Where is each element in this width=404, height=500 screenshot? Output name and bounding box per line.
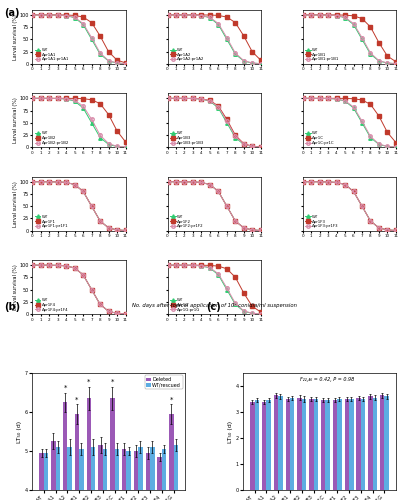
Bar	[314, 399, 318, 490]
Bar	[86, 398, 91, 500]
Bar	[75, 414, 79, 500]
Bar	[138, 447, 143, 500]
Bar	[158, 457, 162, 500]
Text: *: *	[87, 378, 90, 384]
Legend: WT, Δpr1A2, Δpr1A2:pr1A2: WT, Δpr1A2, Δpr1A2:pr1A2	[169, 48, 204, 62]
Bar	[302, 399, 306, 490]
Bar	[122, 449, 126, 500]
Bar	[115, 449, 119, 500]
Bar	[51, 442, 56, 500]
Y-axis label: Larval survival (%): Larval survival (%)	[13, 14, 18, 60]
Text: (a): (a)	[4, 8, 19, 18]
Bar	[372, 398, 377, 490]
Bar	[385, 396, 389, 490]
Y-axis label: LT₅₀ (d): LT₅₀ (d)	[17, 420, 22, 442]
Bar	[278, 396, 283, 490]
Legend: Deleted, WT/rescued: Deleted, WT/rescued	[145, 376, 183, 390]
Legend: WT, Δpr1F1, Δpr1F1:pr1F1: WT, Δpr1F1, Δpr1F1:pr1F1	[34, 214, 69, 228]
Bar	[380, 395, 385, 490]
Bar	[145, 453, 150, 500]
Bar	[326, 400, 330, 490]
Bar	[56, 447, 60, 500]
Bar	[110, 398, 115, 500]
Bar	[250, 402, 255, 490]
Bar	[333, 400, 337, 490]
Legend: WT, Δpr1F2, Δpr1F2:pr1F2: WT, Δpr1F2, Δpr1F2:pr1F2	[169, 214, 204, 228]
Bar	[368, 396, 372, 490]
Bar	[255, 400, 259, 490]
Text: (b): (b)	[4, 302, 20, 312]
Bar	[63, 402, 67, 500]
Text: *: *	[111, 378, 114, 384]
Bar	[79, 449, 84, 500]
Y-axis label: Larval survival (%): Larval survival (%)	[13, 181, 18, 226]
Bar	[309, 399, 314, 490]
Bar	[337, 399, 342, 490]
Bar	[98, 445, 103, 500]
Text: *: *	[170, 396, 173, 402]
Y-axis label: Larval survival (%): Larval survival (%)	[13, 264, 18, 310]
Legend: WT, Δpr1B2, Δpr1B2:pr1B2: WT, Δpr1B2, Δpr1B2:pr1B2	[34, 131, 69, 146]
Text: *: *	[63, 384, 67, 390]
Bar	[67, 447, 72, 500]
Legend: WT, Δpr1B3, Δpr1B3:pr1B3: WT, Δpr1B3, Δpr1B3:pr1B3	[169, 131, 204, 146]
Legend: WT, Δpr1G, Δpr1G:pr1G: WT, Δpr1G, Δpr1G:pr1G	[169, 298, 201, 312]
Bar	[297, 398, 302, 490]
Bar	[162, 449, 166, 500]
Bar	[169, 414, 174, 500]
Bar	[103, 449, 107, 500]
Text: *: *	[75, 396, 79, 402]
Bar	[290, 398, 295, 490]
Bar	[39, 453, 44, 500]
Text: No. days after topical application of 10⁷ conidia/ml suspension: No. days after topical application of 10…	[132, 302, 297, 308]
Text: F₂₂,₄₆ = 0.42, P = 0.98: F₂₂,₄₆ = 0.42, P = 0.98	[300, 376, 354, 382]
Y-axis label: Larval survival (%): Larval survival (%)	[13, 98, 18, 143]
Bar	[126, 451, 131, 500]
Bar	[91, 447, 95, 500]
Bar	[262, 402, 266, 490]
Legend: WT, Δpr1C, Δpr1C:pr1C: WT, Δpr1C, Δpr1C:pr1C	[305, 131, 335, 146]
Legend: WT, Δpr1F4, Δpr1F4:pr1F4: WT, Δpr1F4, Δpr1F4:pr1F4	[34, 298, 69, 312]
Bar	[286, 399, 290, 490]
Legend: WT, Δpr1F3, Δpr1F3:pr1F3: WT, Δpr1F3, Δpr1F3:pr1F3	[305, 214, 339, 228]
Legend: WT, Δpr1A1, Δpr1A1:pr1A1: WT, Δpr1A1, Δpr1A1:pr1A1	[34, 48, 69, 62]
Bar	[134, 451, 138, 500]
Bar	[174, 445, 178, 500]
Text: (c): (c)	[206, 302, 221, 312]
Legend: WT, Δpr1B1, Δpr1B1:pr1B1: WT, Δpr1B1, Δpr1B1:pr1B1	[305, 48, 340, 62]
Bar	[349, 399, 354, 490]
Bar	[150, 447, 154, 500]
Bar	[44, 453, 48, 500]
Y-axis label: LT₅₀ (d): LT₅₀ (d)	[228, 420, 233, 442]
Bar	[266, 400, 271, 490]
Bar	[345, 399, 349, 490]
Bar	[356, 398, 361, 490]
Bar	[321, 400, 326, 490]
Bar	[274, 395, 278, 490]
Bar	[361, 399, 365, 490]
